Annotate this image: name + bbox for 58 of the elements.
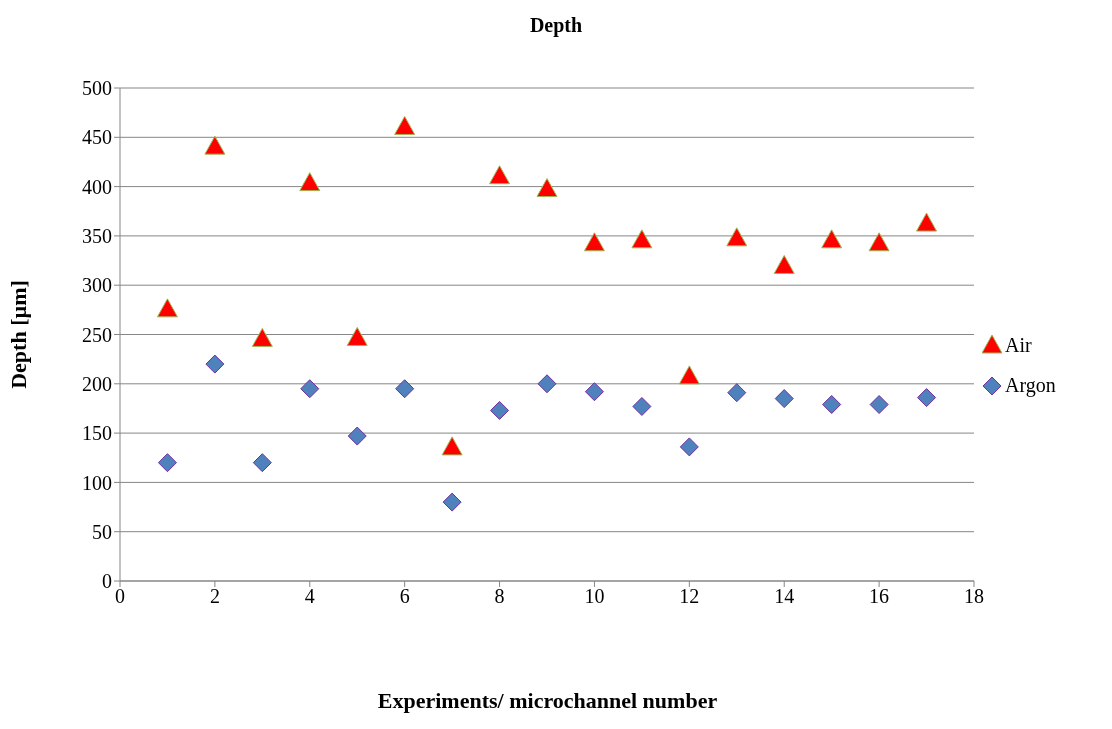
point <box>679 437 699 457</box>
point <box>395 379 415 399</box>
point <box>536 178 558 198</box>
point <box>917 388 937 408</box>
y-tick-label: 0 <box>102 570 112 593</box>
point <box>868 232 890 252</box>
x-tick-label: 8 <box>494 585 505 608</box>
x-tick-label: 4 <box>304 585 315 608</box>
point <box>394 115 416 135</box>
point <box>726 227 748 247</box>
point <box>300 379 320 399</box>
y-tick-label: 300 <box>82 274 112 297</box>
y-tick-label: 150 <box>82 422 112 445</box>
point <box>632 396 652 416</box>
y-axis-title: Depth [µm] <box>5 280 31 389</box>
y-tick-label: 350 <box>82 225 112 247</box>
point <box>869 395 889 415</box>
y-tick-label: 400 <box>82 175 112 198</box>
point <box>157 453 177 473</box>
point <box>821 229 843 249</box>
x-tick-label: 10 <box>584 585 605 608</box>
x-tick-label: 18 <box>964 585 984 608</box>
x-axis-title: Experiments/ microchannel number <box>376 688 719 714</box>
chart-title: Depth <box>528 14 584 37</box>
point <box>251 327 273 347</box>
legend-label: Air <box>1005 332 1032 358</box>
y-tick-label: 50 <box>92 520 112 543</box>
y-tick-label: 250 <box>82 323 112 346</box>
point <box>156 298 178 318</box>
y-tick-label: 450 <box>82 126 112 149</box>
point <box>678 365 700 385</box>
point <box>490 400 510 420</box>
x-tick-label: 6 <box>399 585 410 608</box>
point <box>631 229 653 249</box>
point <box>584 382 604 402</box>
point <box>346 326 368 346</box>
point <box>822 395 842 415</box>
x-tick-label: 16 <box>869 585 890 608</box>
point <box>204 135 226 155</box>
y-tick-label: 200 <box>82 372 112 395</box>
point <box>299 172 321 192</box>
point <box>773 254 795 274</box>
point <box>774 389 794 409</box>
y-tick-label: 500 <box>82 77 112 100</box>
point <box>205 354 225 374</box>
point <box>442 492 462 512</box>
point <box>252 453 272 473</box>
point <box>583 232 605 252</box>
x-tick-label: 12 <box>679 585 700 608</box>
y-tick-label: 100 <box>82 471 112 494</box>
point <box>347 426 367 446</box>
point <box>916 212 938 232</box>
point <box>537 374 557 394</box>
legend-label: Argon <box>1005 372 1056 399</box>
point <box>727 383 747 403</box>
x-tick-label: 2 <box>209 585 220 608</box>
point <box>489 165 511 185</box>
x-tick-label: 14 <box>774 585 795 608</box>
